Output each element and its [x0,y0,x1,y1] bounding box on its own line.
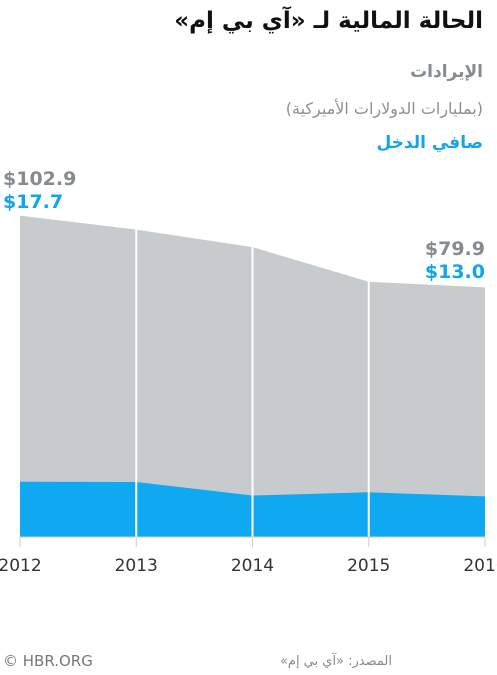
hbr-credit: © HBR.ORG [3,652,93,670]
x-tick-label-2015: 2015 [347,556,390,576]
revenue-2016-data-label: $79.9 [424,238,485,260]
legend-revenue-label: الإيرادات [410,62,483,82]
source-note: المصدر: «آي بي إم» [279,654,392,669]
x-tick-label-2016: 2016 [463,556,497,576]
net-income-2016-data-label: $13.0 [424,261,485,283]
net-income-2012-data-label: $17.7 [3,191,64,213]
chart-title: الحالة المالية لـ «آي بي إم» [174,8,483,34]
revenue-2012-data-label: $102.9 [3,168,77,190]
x-tick-label-2012: 2012 [0,556,42,576]
x-tick-label-2013: 2013 [115,556,158,576]
legend-net-income-label: صافي الدخل [376,133,483,153]
legend-units-label: (بمليارات الدولارات الأميركية) [285,99,483,118]
x-tick-label-2014: 2014 [231,556,274,576]
